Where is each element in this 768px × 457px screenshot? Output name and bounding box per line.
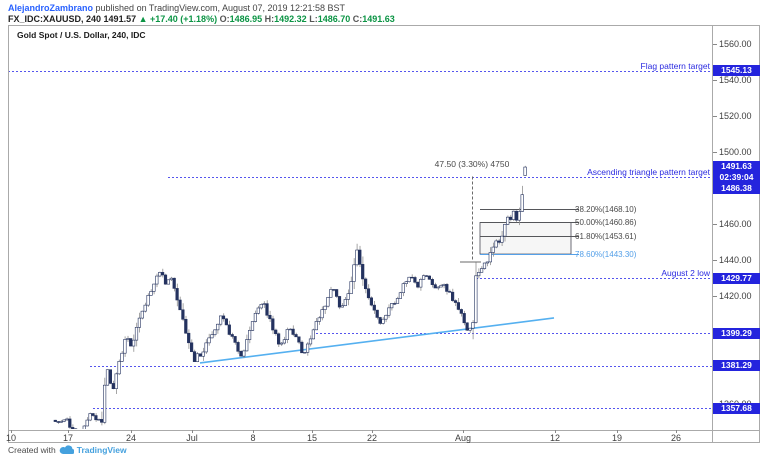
- tradingview-brand-link[interactable]: TradingView: [76, 445, 127, 455]
- x-tick-label-10: 10: [5, 433, 16, 443]
- created-with-text: Created with: [8, 445, 56, 455]
- fib-label-2: 61.80%(1453.61): [575, 231, 637, 241]
- x-tick-label-12: 12: [549, 433, 560, 443]
- open-value: 1486.95: [229, 14, 263, 24]
- price-change: ▲ +17.40 (+1.18%): [138, 14, 218, 24]
- ascending-trendline[interactable]: [199, 317, 555, 364]
- x-tick-label-22: 22: [366, 433, 377, 443]
- symbol-label: FX_IDC:XAUUSD, 240: [8, 14, 102, 24]
- chart-frame: [8, 25, 760, 443]
- tradingview-cloud-icon: [59, 445, 74, 455]
- open-label: O:: [219, 14, 230, 24]
- y-tick-label-1540.00: 1540.00: [719, 75, 752, 85]
- y-tick-label-1440.00: 1440.00: [719, 255, 752, 265]
- price-tag-1486.38: 1486.38: [713, 182, 760, 194]
- measure-label: 47.50 (3.30%) 4750: [434, 158, 510, 169]
- y-tick-label-1420.00: 1420.00: [719, 291, 752, 301]
- symbol-ohlc-line: FX_IDC:XAUUSD, 240 1491.57 ▲ +17.40 (+1.…: [8, 14, 395, 24]
- author-link[interactable]: AlejandroZambrano: [8, 3, 94, 13]
- price-tag-1381.29: 1381.29: [713, 360, 760, 372]
- fib-label-1: 50.00%(1460.86): [575, 217, 637, 227]
- price-tag-1357.68: 1357.68: [713, 402, 760, 414]
- close-label: C:: [352, 14, 363, 24]
- published-text: published on TradingView.com, August 07,…: [95, 3, 346, 13]
- fib-label-3: 78.60%(1443.30): [575, 249, 637, 259]
- last-price: 1491.57: [103, 14, 137, 24]
- high-label: H:: [264, 14, 275, 24]
- x-tick-label-19: 19: [611, 433, 622, 443]
- y-tick-label-1500.00: 1500.00: [719, 147, 752, 157]
- x-tick-label-8: 8: [250, 433, 256, 443]
- x-tick-label-15: 15: [306, 433, 317, 443]
- y-tick-label-1560.00: 1560.00: [719, 39, 752, 49]
- bar-countdown-tag: 02:39:04: [713, 171, 760, 183]
- price-tag-1491.63: 1491.63: [713, 160, 760, 172]
- high-value: 1492.32: [274, 14, 307, 24]
- y-tick-label-1460.00: 1460.00: [719, 219, 752, 229]
- price-tag-1399.29: 1399.29: [713, 327, 760, 339]
- level-label-1: Ascending triangle pattern target: [587, 166, 710, 177]
- price-tag-1429.77: 1429.77: [713, 272, 760, 284]
- candlestick-series: [53, 165, 527, 429]
- close-value: 1491.63: [362, 14, 395, 24]
- level-label-0: Flag pattern target: [640, 60, 710, 71]
- price-tag-1545.13: 1545.13: [713, 65, 760, 77]
- footer: Created with TradingView: [8, 445, 127, 455]
- x-tick-label-17: 17: [62, 433, 73, 443]
- y-tick-label-1520.00: 1520.00: [719, 111, 752, 121]
- low-value: 1486.70: [317, 14, 351, 24]
- level-label-2: August 2 low: [661, 267, 710, 278]
- chart-legend-title: Gold Spot / U.S. Dollar, 240, IDC: [17, 30, 146, 40]
- published-header: AlejandroZambrano published on TradingVi…: [8, 3, 345, 13]
- low-label: L:: [309, 14, 318, 24]
- x-tick-label-Aug: Aug: [454, 433, 471, 443]
- x-tick-label-26: 26: [670, 433, 681, 443]
- fib-label-0: 38.20%(1468.10): [575, 204, 637, 214]
- x-tick-label-Jul: Jul: [186, 433, 198, 443]
- x-tick-label-24: 24: [125, 433, 136, 443]
